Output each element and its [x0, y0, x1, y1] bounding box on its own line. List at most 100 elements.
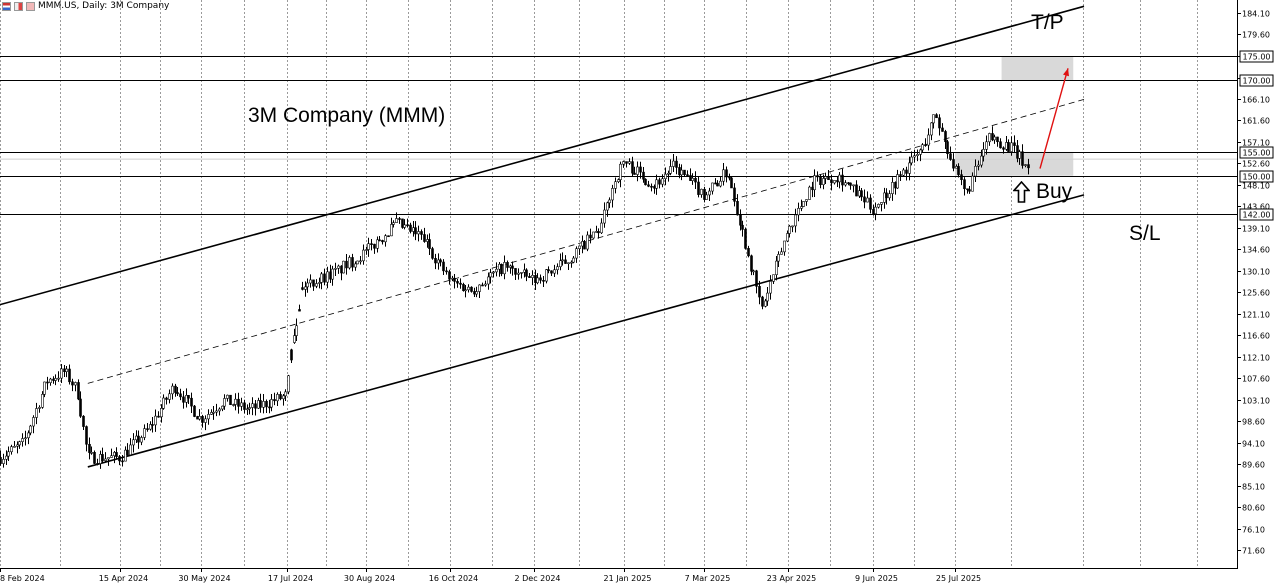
candle-body	[938, 117, 941, 129]
candle-body	[797, 208, 800, 216]
level-tag-label: 175.00	[1243, 53, 1271, 62]
candle-body	[822, 178, 825, 185]
candle-body	[747, 248, 750, 257]
candle-body	[237, 398, 240, 407]
candle-body	[420, 231, 423, 235]
candle-body	[971, 175, 974, 192]
date-tick-label: 7 Mar 2025	[685, 574, 731, 583]
candle-body	[215, 410, 218, 413]
candle-body	[578, 245, 581, 249]
candle-body	[373, 243, 376, 249]
candle-body	[517, 272, 520, 275]
candle-body	[910, 156, 913, 164]
date-tick-label: 21 Jan 2025	[604, 574, 652, 583]
candle-body	[337, 265, 340, 269]
candle-body	[572, 257, 575, 263]
candle-body	[592, 231, 595, 239]
level-tag-box	[1239, 50, 1274, 63]
channel-upper-line	[0, 5, 1085, 306]
candle-body	[248, 407, 251, 410]
candle-body	[312, 279, 315, 287]
candle-body	[431, 248, 434, 259]
candle-body	[921, 144, 924, 151]
candle-body	[246, 408, 249, 411]
axes	[0, 0, 1238, 569]
candle-body	[129, 444, 132, 456]
candle-body	[855, 184, 858, 197]
candle-body	[459, 282, 462, 285]
candle-body	[1002, 147, 1005, 150]
candle-body	[775, 260, 778, 276]
level-tag-box	[1239, 208, 1274, 221]
price-tick-label: 161.60	[1242, 117, 1270, 126]
candle-body	[506, 262, 509, 268]
candle-body	[18, 441, 21, 446]
candle-body	[877, 204, 880, 208]
candle-body	[439, 259, 442, 263]
candle-body	[725, 169, 728, 178]
candle-body	[445, 270, 448, 273]
candle-body	[744, 229, 747, 249]
date-tick-label: 9 Jun 2025	[855, 574, 898, 583]
candle-body	[988, 133, 991, 143]
candle-body	[367, 243, 370, 250]
candle-body	[448, 271, 451, 280]
candle-body	[104, 458, 107, 461]
chart-title: 3M Company (MMM)	[248, 104, 446, 127]
candle-body	[808, 186, 811, 200]
candle-body	[478, 284, 481, 292]
candle-body	[999, 141, 1002, 149]
candle-body	[370, 243, 373, 245]
candle-body	[824, 176, 827, 179]
candle-body	[586, 234, 589, 250]
candle-body	[675, 160, 678, 168]
highlight-zones	[955, 56, 1074, 176]
date-tick-label: 30 May 2024	[178, 574, 230, 583]
candle-body	[259, 400, 262, 408]
candle-body	[539, 277, 542, 281]
candle-body	[966, 188, 969, 191]
candle-body	[614, 181, 617, 189]
candle-body	[304, 286, 307, 290]
candle-body	[348, 257, 351, 269]
candle-body	[395, 218, 398, 223]
candle-body	[664, 173, 667, 180]
candle-body	[207, 414, 210, 420]
date-tick-label: 30 Aug 2024	[344, 574, 395, 583]
candle-body	[888, 193, 891, 199]
candle-body	[719, 180, 722, 187]
candle-body	[160, 408, 163, 418]
candle-body	[198, 416, 201, 420]
candle-body	[204, 418, 207, 423]
candle-body	[306, 282, 309, 288]
candle-body	[193, 405, 196, 417]
candle-body	[899, 174, 902, 176]
candle-body	[525, 269, 528, 277]
candle-body	[896, 174, 899, 189]
candle-body	[849, 182, 852, 186]
candle-body	[553, 269, 556, 274]
price-tick-label: 143.60	[1242, 203, 1270, 212]
candle-body	[93, 452, 96, 464]
candle-body	[10, 446, 13, 453]
candle-body	[783, 240, 786, 253]
candle-body	[126, 449, 129, 456]
candle-body	[813, 175, 816, 191]
candle-body	[769, 281, 772, 294]
price-tick-label: 157.10	[1242, 139, 1270, 148]
candle-body	[603, 209, 606, 224]
candle-body	[240, 402, 243, 407]
candle-body	[755, 270, 758, 287]
candle-body	[60, 368, 63, 379]
candle-body	[536, 277, 539, 284]
candle-body	[5, 455, 8, 460]
candle-body	[492, 271, 495, 274]
candle-body	[733, 187, 736, 202]
candle-body	[232, 404, 235, 406]
candle-body	[376, 239, 379, 249]
candle-body	[667, 173, 670, 175]
candle-body	[625, 161, 628, 164]
candle-body	[650, 185, 653, 188]
horizontal-levels	[0, 56, 1237, 215]
price-tick-label: 152.60	[1242, 160, 1270, 169]
